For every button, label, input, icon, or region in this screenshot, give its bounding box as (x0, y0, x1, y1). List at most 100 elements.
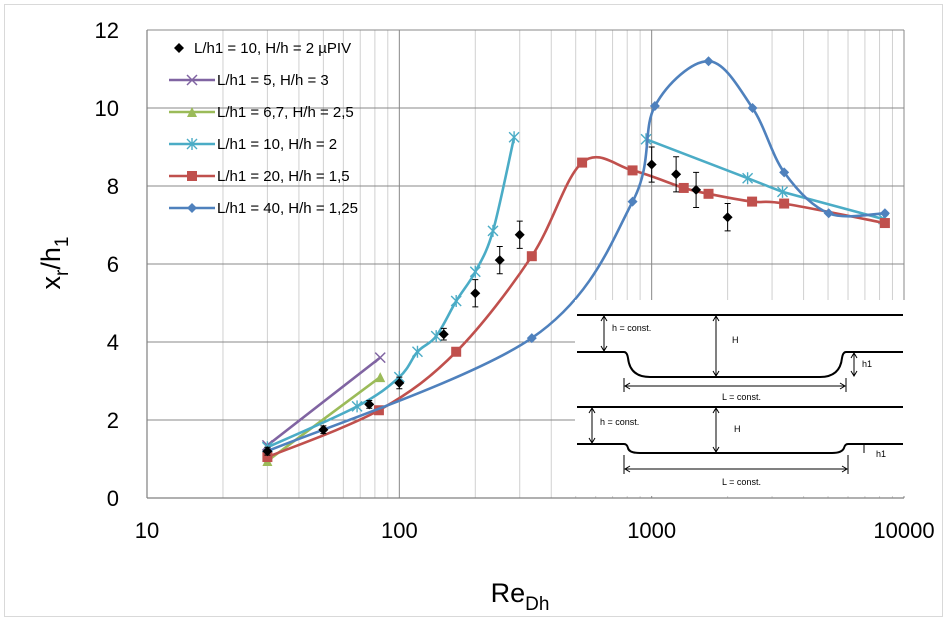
inset-top-h-label: h = const. (612, 323, 651, 333)
y-tick-label: 2 (107, 408, 119, 433)
inset-top-H-label: H (732, 335, 739, 345)
data-point (649, 101, 660, 112)
inset-bottom-h-arrowheads (588, 407, 596, 444)
inset-top-diagram: h = const. H h1 L = const. (577, 314, 903, 402)
x-tick-label: 100 (381, 518, 418, 543)
inset-background (575, 300, 905, 496)
data-point (526, 333, 537, 344)
data-point (703, 56, 714, 67)
legend-label: L/h1 = 10, H/h = 2 (217, 136, 337, 153)
legend-label: L/h1 = 40, H/h = 1,25 (217, 200, 358, 217)
legend-swatch-marker (187, 171, 197, 181)
data-point (879, 218, 890, 229)
data-point (823, 208, 834, 219)
legend-entry-5: L/h1 = 40, H/h = 1,25 (169, 200, 358, 217)
data-point (779, 167, 790, 178)
series-line (266, 156, 886, 459)
legend-entry-3: L/h1 = 10, H/h = 2 (169, 136, 337, 153)
data-point (777, 185, 788, 198)
data-point (411, 345, 423, 358)
series-line (266, 376, 381, 462)
data-point (375, 372, 386, 383)
legend-entry-2: L/h1 = 6,7, H/h = 2,5 (169, 104, 354, 121)
data-point (374, 352, 386, 364)
series-line (266, 59, 885, 453)
inset-top-H-arrowheads (712, 315, 720, 377)
legend-label: L/h1 = 6,7, H/h = 2,5 (217, 104, 354, 121)
y-tick-label: 8 (107, 174, 119, 199)
series-line (266, 356, 381, 447)
legend-label: L/h1 = 5, H/h = 3 (217, 72, 329, 89)
inset-top-L-label: L = const. (722, 392, 761, 402)
data-point (451, 346, 462, 357)
inset-bottom-H-arrowheads (712, 407, 720, 453)
legend-entry-4: L/h1 = 20, H/h = 1,5 (169, 168, 350, 185)
data-point (526, 251, 537, 262)
legend-entry-0: L/h1 = 10, H/h = 2 µPIV (174, 40, 351, 57)
data-point (450, 295, 462, 308)
data-point (494, 255, 505, 266)
y-tick-label: 10 (95, 96, 119, 121)
data-point (671, 169, 682, 180)
axes: 10 100 1000 10000 0 2 4 6 8 10 12 (95, 18, 935, 543)
inset-bottom-h-label: h = const. (600, 417, 639, 427)
x-axis-title-main: Re (491, 578, 526, 608)
data-point (430, 330, 442, 343)
data-point (879, 208, 890, 219)
grid (146, 29, 905, 499)
legend-swatch-marker (186, 74, 198, 86)
x-tick-label: 10 (135, 518, 159, 543)
data-point (747, 196, 758, 207)
data-point (747, 103, 758, 113)
legend-swatch-marker (187, 107, 197, 117)
inset-top-h1-label: h1 (862, 359, 872, 369)
data-point (394, 377, 405, 388)
data-point (438, 329, 449, 340)
x-tick-label: 1000 (627, 518, 676, 543)
y-axis-title-mid: /h (36, 247, 66, 270)
data-point (514, 229, 525, 240)
data-point (487, 224, 499, 237)
series-4 (640, 133, 890, 226)
inset-top-h1-arrowheads (850, 352, 858, 377)
inset-top-L-arrowheads (624, 382, 846, 390)
data-point (627, 165, 638, 176)
data-point (262, 452, 273, 463)
x-axis-title: ReDh (491, 578, 550, 615)
data-point (508, 131, 520, 144)
data-point (722, 212, 733, 223)
inset-top-h-arrowheads (600, 315, 608, 352)
data-point (742, 172, 754, 185)
inset-bottom-H-label: H (734, 424, 741, 434)
inset-bottom-L-label: L = const. (722, 477, 761, 487)
inset-bottom-diagram: h = const. H h1 L = const. (577, 406, 903, 487)
inset-top-lower-wall (577, 351, 903, 378)
legend-label: L/h1 = 20, H/h = 1,5 (217, 168, 350, 185)
series-layer (261, 56, 890, 466)
y-tick-label: 12 (95, 18, 119, 43)
x-axis-title-sub: Dh (525, 594, 549, 615)
data-point (703, 188, 714, 199)
x-tick-label: 10000 (873, 518, 934, 543)
series-0 (262, 146, 733, 457)
y-axis-title-sub2: 1 (52, 237, 73, 248)
data-point (678, 182, 689, 193)
inset-bottom-L-arrowheads (624, 465, 848, 473)
y-tick-label: 6 (107, 252, 119, 277)
data-point (627, 196, 638, 207)
legend-entry-1: L/h1 = 5, H/h = 3 (169, 72, 329, 89)
inset-bottom-lower-wall (577, 443, 903, 454)
y-tick-label: 4 (107, 330, 119, 355)
data-point (691, 184, 702, 195)
y-axis-title-sub1: r (52, 269, 73, 276)
data-point (373, 405, 384, 416)
legend-swatch-marker (187, 203, 197, 213)
y-axis-title-main: x (36, 275, 66, 289)
y-axis-title: xr/h1 (36, 237, 73, 290)
data-point (577, 157, 588, 168)
legend-swatch-marker (186, 138, 198, 150)
data-point (646, 159, 657, 170)
data-point (779, 198, 790, 209)
